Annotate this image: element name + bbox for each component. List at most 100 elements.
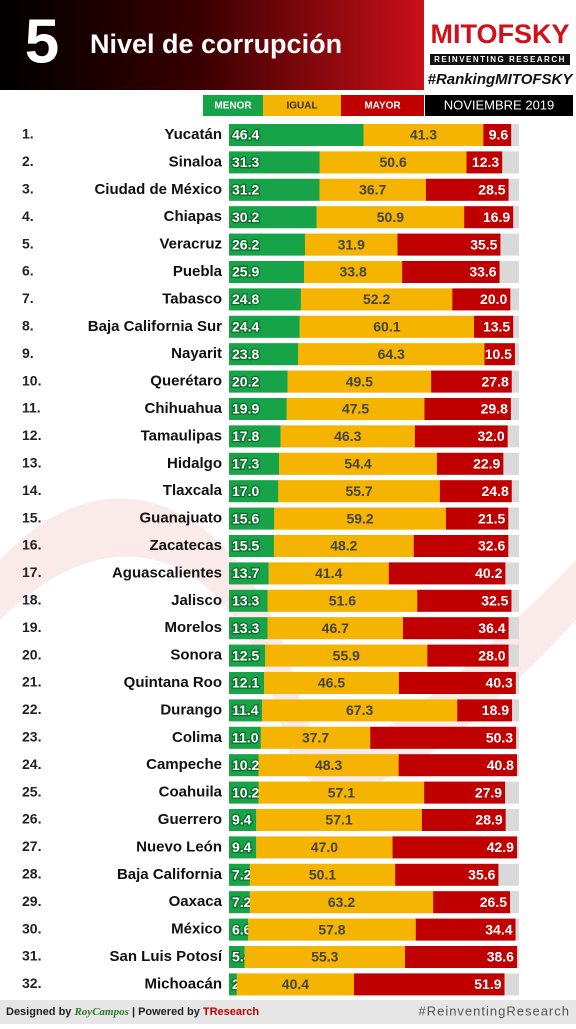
- bar-segment: [229, 781, 259, 804]
- footer-text: Designed by RoyCampos | Powered by TRese…: [6, 1006, 259, 1018]
- bar-segment: [402, 261, 500, 283]
- value-label: 55.9: [333, 647, 360, 663]
- value-label: 41.4: [315, 565, 342, 581]
- footer-designer: RoyCampos: [73, 1006, 128, 1018]
- bar-segment: [466, 151, 503, 174]
- value-label: 11.4: [232, 702, 259, 718]
- category-label: Ciudad de México: [94, 181, 222, 198]
- category-label: Baja California: [117, 866, 223, 883]
- value-label: 33.6: [469, 264, 496, 280]
- bar-segment: [403, 617, 509, 640]
- bar-segment: [229, 617, 268, 640]
- rank: 2.: [22, 153, 34, 169]
- value-label: 42.9: [487, 839, 514, 855]
- bar-segment: [229, 507, 275, 530]
- value-label: 24.8: [232, 291, 259, 307]
- bar-segment: [229, 124, 364, 146]
- bar-segment: [229, 891, 250, 914]
- value-label: 47.5: [342, 401, 369, 417]
- bar-segment: [229, 480, 279, 503]
- rank: 19.: [22, 619, 41, 635]
- value-label: 37.7: [302, 730, 329, 746]
- value-label: 28.5: [478, 182, 505, 198]
- value-label: 7.2: [232, 867, 252, 883]
- category-label: Jalisco: [171, 592, 222, 609]
- bar-segment: [265, 644, 428, 667]
- value-label: 46.5: [318, 675, 345, 691]
- value-label: 38.6: [487, 949, 514, 965]
- rank: 25.: [22, 783, 41, 799]
- rank: 6.: [22, 263, 34, 279]
- bar-segment: [457, 699, 513, 722]
- rank: 24.: [22, 756, 41, 772]
- category-label: Chiapas: [164, 208, 222, 225]
- rank: 23.: [22, 729, 41, 745]
- bar-segment: [229, 672, 265, 694]
- bar-segment: [370, 726, 517, 749]
- bar-segment: [433, 891, 511, 914]
- value-label: 9.6: [489, 127, 509, 143]
- value-label: 6.6: [232, 921, 252, 937]
- date: NOVIEMBRE 2019: [444, 97, 555, 112]
- chart-title: Nivel de corrupción: [90, 29, 342, 59]
- category-label: Yucatán: [164, 126, 222, 143]
- rank: 4.: [22, 208, 34, 224]
- value-label: 52.2: [363, 291, 390, 307]
- bar-segment: [484, 343, 515, 366]
- bar-segment: [300, 288, 453, 311]
- legend-swatch: [203, 95, 263, 116]
- bar-segment: [249, 891, 434, 914]
- category-label: Puebla: [173, 263, 223, 280]
- bar-segment: [264, 672, 399, 694]
- legend: MENOR IGUAL MAYOR: [203, 95, 424, 116]
- category-label: Morelos: [164, 619, 222, 636]
- rank: 30.: [22, 920, 41, 936]
- bar-segment: [229, 946, 245, 968]
- value-label: 46.7: [322, 620, 349, 636]
- value-label: 17.0: [232, 483, 259, 499]
- bar-segment: [424, 398, 511, 420]
- hashtag: #RankingMITOFSKY: [428, 71, 575, 88]
- value-label: 57.8: [318, 921, 345, 937]
- value-label: 15.6: [232, 510, 259, 526]
- rank: 17.: [22, 564, 41, 580]
- value-label: 46.3: [334, 428, 361, 444]
- value-label: 32.0: [477, 428, 504, 444]
- value-label: 49.5: [346, 373, 373, 389]
- rank: 27.: [22, 838, 41, 854]
- value-label: 59.2: [346, 510, 373, 526]
- bar-segment: [316, 206, 465, 229]
- bar-segment: [229, 206, 317, 229]
- category-label: Campeche: [146, 756, 222, 773]
- value-label: 31.2: [232, 182, 259, 198]
- bar-segment: [229, 233, 305, 256]
- bar-segment: [464, 206, 514, 229]
- rank: 32.: [22, 975, 41, 991]
- legend-label: IGUAL: [286, 101, 317, 112]
- bar-segment: [229, 343, 299, 366]
- legend-swatch: [341, 95, 424, 116]
- value-label: 32.6: [478, 538, 505, 554]
- bar-segment: [229, 315, 300, 338]
- bar-segment: [262, 699, 458, 722]
- bar-segment: [258, 781, 425, 804]
- value-label: 15.5: [232, 538, 259, 554]
- bar-segment: [388, 562, 506, 585]
- bar-segment: [256, 836, 393, 859]
- bar-segment: [445, 507, 509, 530]
- value-label: 33.8: [339, 264, 366, 280]
- value-label: 51.6: [329, 593, 356, 609]
- bar-segment: [439, 480, 512, 503]
- value-label: 41.3: [410, 127, 437, 143]
- rank: 14.: [22, 482, 41, 498]
- value-label: 13.5: [483, 319, 510, 335]
- value-label: 54.4: [344, 456, 371, 472]
- bar-segment: [268, 562, 389, 585]
- rank: 18.: [22, 592, 41, 608]
- bar-segment: [298, 343, 485, 366]
- value-label: 67.3: [346, 702, 373, 718]
- value-label: 26.2: [232, 236, 259, 252]
- value-label: 30.2: [232, 209, 259, 225]
- category-label: Querétaro: [150, 373, 222, 390]
